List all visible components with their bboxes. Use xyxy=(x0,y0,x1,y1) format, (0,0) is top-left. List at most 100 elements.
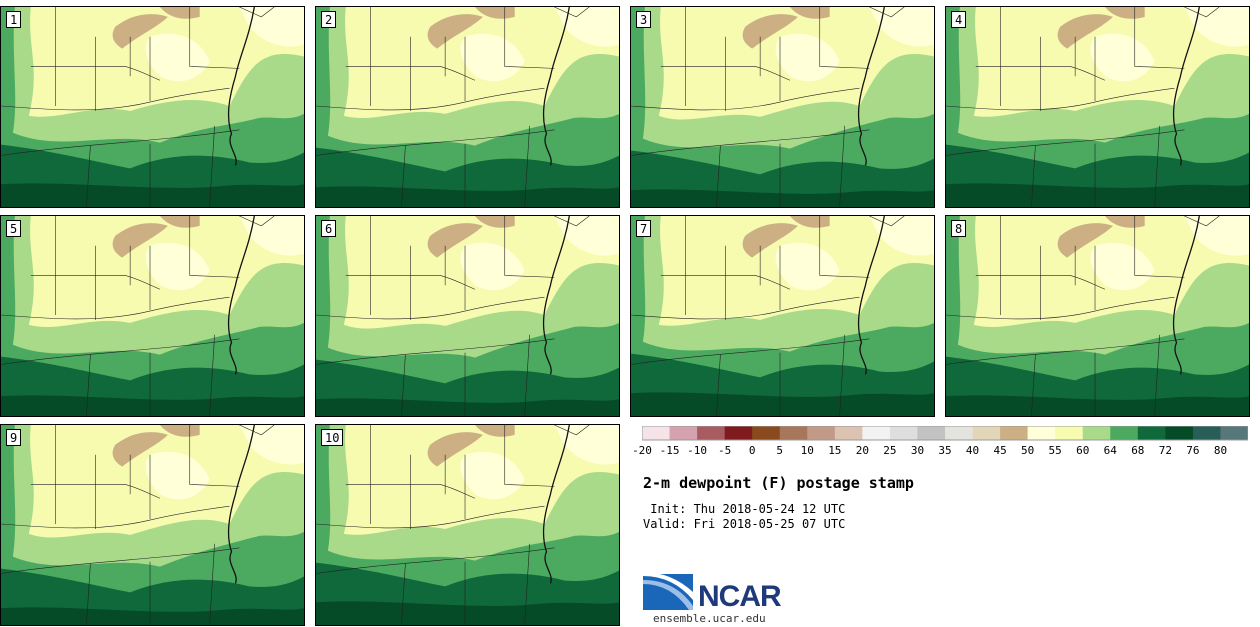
map-panel-member-6: 6 xyxy=(315,215,620,417)
colorbar-tick-label: 0 xyxy=(748,444,756,457)
dewpoint-band-darker xyxy=(316,398,619,416)
state-line xyxy=(869,216,905,227)
dewpoint-band-darker xyxy=(631,189,934,207)
state-line xyxy=(209,334,215,416)
colorbar-tick-label: -15 xyxy=(659,444,680,457)
state-line xyxy=(209,543,215,625)
state-line xyxy=(401,145,406,207)
valid-time: Valid: Fri 2018-05-25 07 UTC xyxy=(643,517,846,531)
member-label: 2 xyxy=(321,11,337,28)
dewpoint-band-mid xyxy=(946,216,1249,416)
ncar-logo-text: NCAR xyxy=(698,580,782,613)
dewpoint-band-tan xyxy=(427,14,483,49)
colorbar-tick-label: 25 xyxy=(883,444,897,457)
state-line xyxy=(631,296,860,320)
dewpoint-band-mid xyxy=(631,216,934,416)
dewpoint-band-tan xyxy=(742,14,798,49)
colorbar-tick-label: 5 xyxy=(776,444,784,457)
dewpoint-band-pale xyxy=(1184,216,1249,256)
colorbar-swatch xyxy=(917,426,946,440)
state-line xyxy=(239,425,275,436)
colorbar-swatch xyxy=(1055,426,1084,440)
colorbar: -20 -15 -10 -5 0 5 10 15 20 25 30 35 40 45 50 55 60 64 68 7… xyxy=(632,425,1249,458)
colorbar-tick-label: 80 xyxy=(1213,444,1228,457)
colorbar-swatch xyxy=(642,426,670,440)
map-panel-member-10: 10 xyxy=(315,424,620,626)
dewpoint-band-mid xyxy=(1,425,304,625)
state-line xyxy=(345,484,476,499)
colorbar-swatch xyxy=(862,426,891,440)
member-label: 5 xyxy=(6,220,22,237)
state-line xyxy=(189,7,240,69)
state-line xyxy=(239,7,275,18)
dewpoint-band-pale xyxy=(775,33,840,82)
state-line xyxy=(1,338,240,365)
dewpoint-band-tan xyxy=(112,14,168,49)
colorbar-tick-label: 50 xyxy=(1021,444,1035,457)
state-line xyxy=(316,87,545,111)
state-line xyxy=(819,216,870,278)
state-line xyxy=(554,425,590,436)
state-line xyxy=(401,354,406,416)
colorbar-swatch xyxy=(752,426,781,440)
state-line xyxy=(524,334,530,416)
state-line xyxy=(1,129,240,156)
colorbar-tick-label: 20 xyxy=(855,444,869,457)
colorbar-tick-label: 60 xyxy=(1076,444,1090,457)
colorbar-tick-label: 64 xyxy=(1103,444,1117,457)
dewpoint-band-tan xyxy=(112,432,168,467)
map-panel-member-4: 4 xyxy=(945,6,1250,208)
state-line xyxy=(554,216,590,227)
state-line xyxy=(316,505,545,529)
state-boundaries xyxy=(316,216,590,416)
state-line xyxy=(946,129,1185,156)
state-line xyxy=(1154,125,1160,207)
init-time: Init: Thu 2018-05-24 12 UTC xyxy=(643,502,846,516)
state-line xyxy=(504,216,555,278)
dewpoint-map xyxy=(1,216,304,416)
state-line xyxy=(316,547,555,574)
member-label: 4 xyxy=(951,11,967,28)
state-line xyxy=(30,484,161,499)
state-line xyxy=(209,125,215,207)
dewpoint-band-tan xyxy=(1057,14,1113,49)
dewpoint-band-pale xyxy=(239,216,304,256)
dewpoint-map xyxy=(1,7,304,207)
state-line xyxy=(660,66,791,81)
state-boundaries xyxy=(631,7,905,207)
colorbar-tick-label: 76 xyxy=(1186,444,1200,457)
colorbar-tick-label: 35 xyxy=(938,444,952,457)
colorbar-swatch xyxy=(1220,426,1249,440)
coastline xyxy=(857,7,885,166)
colorbar-swatch xyxy=(1137,426,1166,440)
site-url: ensemble.ucar.edu xyxy=(653,612,766,625)
colorbar-tick-label: 40 xyxy=(965,444,980,457)
member-label: 8 xyxy=(951,220,967,237)
state-line xyxy=(1,296,230,320)
dewpoint-map xyxy=(631,216,934,416)
dewpoint-band-mid xyxy=(631,7,934,207)
dewpoint-band-pale xyxy=(1090,33,1155,82)
state-line xyxy=(631,338,870,365)
colorbar-tick-label: -10 xyxy=(687,444,708,457)
state-line xyxy=(189,216,240,278)
dewpoint-band-tan xyxy=(112,223,168,258)
dewpoint-band-pale xyxy=(554,216,619,256)
colorbar-swatch xyxy=(945,426,973,440)
state-line xyxy=(631,129,870,156)
member-label: 3 xyxy=(636,11,652,28)
colorbar-swatch xyxy=(1027,426,1056,440)
colorbar-tick-label: 72 xyxy=(1158,444,1172,457)
state-line xyxy=(1031,145,1036,207)
dewpoint-band-mid xyxy=(316,216,619,416)
dewpoint-map xyxy=(316,425,619,625)
state-boundaries xyxy=(316,425,590,625)
dewpoint-map xyxy=(631,7,934,207)
state-line xyxy=(660,275,791,290)
state-line xyxy=(524,543,530,625)
state-line xyxy=(1154,334,1160,416)
colorbar-tick-label: 15 xyxy=(828,444,842,457)
dewpoint-band-pale xyxy=(554,7,619,47)
map-panel-member-8: 8 xyxy=(945,215,1250,417)
dewpoint-map xyxy=(316,216,619,416)
